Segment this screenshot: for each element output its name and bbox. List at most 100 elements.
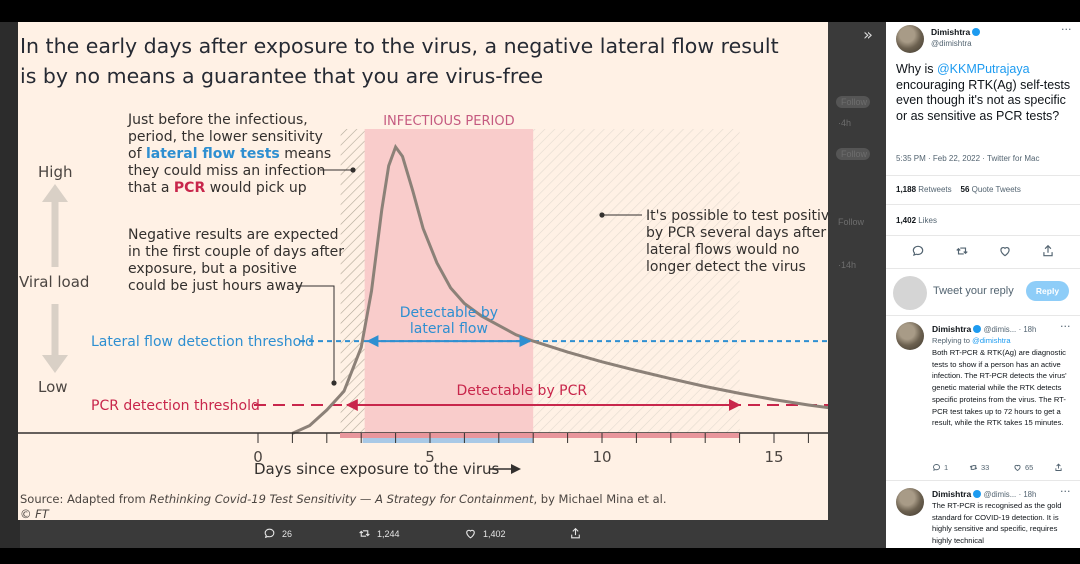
retweet-icon xyxy=(359,530,370,537)
pcr-threshold-label: PCR detection threshold xyxy=(91,398,260,414)
avatar[interactable] xyxy=(896,25,924,53)
verified-icon xyxy=(973,490,982,498)
backdrop-follow-button xyxy=(836,148,870,160)
x-axis-arrow xyxy=(489,464,521,474)
retweet-icon xyxy=(969,465,978,470)
heart-icon xyxy=(1014,464,1021,472)
annotation-2-leader xyxy=(296,285,337,386)
replying-to: Replying to @dimishtra xyxy=(932,336,1011,345)
reply-count: 26 xyxy=(282,528,293,539)
retweet-quote-stats: 1,188 Retweets 56 Quote Tweets xyxy=(896,185,1021,194)
bottom-black-bar xyxy=(0,548,1080,564)
annotation-2-line-2: in the first couple of days after xyxy=(128,244,344,260)
quotes-stat[interactable]: 56 Quote Tweets xyxy=(960,185,1021,194)
reply-text: Both RT-PCR & RTK(Ag) are diagnostic tes… xyxy=(932,348,1067,428)
backdrop-text: Follow xyxy=(841,149,868,159)
annotation-2-line-3: exposure, but a positive xyxy=(128,261,297,277)
more-options-icon[interactable]: ··· xyxy=(1060,320,1071,333)
avatar[interactable] xyxy=(896,488,924,516)
retweet-action[interactable]: 1,244 xyxy=(358,527,400,540)
reply-input[interactable]: Tweet your reply xyxy=(933,285,1014,297)
share-action[interactable] xyxy=(569,527,582,540)
annotation-3-leader xyxy=(599,212,642,218)
annotation-1-line-4: they could miss an infection xyxy=(128,163,325,179)
share-icon[interactable] xyxy=(1041,244,1055,258)
pcr-detectable-bar xyxy=(340,433,740,438)
retweets-stat[interactable]: 1,188 Retweets xyxy=(896,185,952,194)
pcr-highlight: PCR xyxy=(174,180,206,196)
annotation-3-line-2: by PCR several days after xyxy=(646,225,826,241)
divider xyxy=(886,315,1080,316)
reply-icon[interactable] xyxy=(911,244,925,258)
retweet-icon[interactable] xyxy=(955,244,969,258)
backdrop-follow-button xyxy=(836,96,870,108)
reply-reply-stat[interactable]: 1 xyxy=(932,463,948,472)
heart-icon[interactable] xyxy=(998,244,1012,258)
pcr-detectable-label: Detectable by PCR xyxy=(456,383,587,399)
viewer-backdrop xyxy=(0,22,20,548)
viral-load-curve xyxy=(291,143,830,435)
chart-image[interactable]: In the early days after exposure to the … xyxy=(18,22,844,521)
divider xyxy=(886,235,1080,236)
top-black-bar xyxy=(0,0,1080,22)
media-viewer: Follow Follow ·4h Follow ·14h In the ear… xyxy=(0,22,886,548)
annotation-1-line-1: Just before the infectious, xyxy=(127,112,308,128)
viral-load-chart: In the early days after exposure to the … xyxy=(18,34,844,521)
lateral-flow-detectable-bar xyxy=(362,438,534,443)
divider xyxy=(886,480,1080,481)
author-handle[interactable]: @dimishtra xyxy=(931,39,972,48)
reply-author[interactable]: Dimishtra @dimis... · 18h xyxy=(932,324,1037,334)
author-name[interactable]: Dimishtra xyxy=(931,27,981,37)
media-actions-bar: 26 1,244 1,402 xyxy=(0,525,886,545)
more-options-icon[interactable]: ··· xyxy=(1060,485,1071,498)
y-low-label: Low xyxy=(38,378,68,396)
likes-stat[interactable]: 1,402 Likes xyxy=(896,216,937,225)
x-axis-label: Days since exposure to the virus xyxy=(254,460,500,478)
reply-avatar xyxy=(893,276,927,310)
reply-button[interactable]: Reply xyxy=(1026,281,1069,301)
reply-action[interactable]: 26 xyxy=(263,527,292,540)
like-action[interactable]: 1,402 xyxy=(464,527,506,540)
reply-icon xyxy=(933,464,940,471)
x-tick-label: 0 xyxy=(253,448,263,466)
mention-link[interactable]: @dimishtra xyxy=(972,336,1011,345)
x-tick-label: 5 xyxy=(425,448,435,466)
viral-load-axis-arrow xyxy=(42,184,68,373)
backdrop-text: ·4h xyxy=(838,118,852,128)
annotation-1-line-2: period, the lower sensitivity xyxy=(128,129,323,145)
reply-icon xyxy=(264,528,275,539)
collapse-panel-button[interactable]: » xyxy=(855,24,881,46)
tweet-action-icons xyxy=(886,244,1080,260)
reply-text: The RT-PCR is recognised as the gold sta… xyxy=(932,501,1062,546)
more-options-icon[interactable]: ··· xyxy=(1061,23,1072,36)
annotation-3-line-3: lateral flows would no xyxy=(646,242,799,258)
heart-icon xyxy=(466,529,475,539)
lateral-flow-threshold-label: Lateral flow detection threshold xyxy=(91,334,314,350)
retweet-count: 1,244 xyxy=(377,528,400,539)
lateral-flow-detectable-label-2: lateral flow xyxy=(410,321,488,337)
avatar[interactable] xyxy=(896,322,924,350)
tweet-text: Why is @KKMPutrajaya encouraging RTK(Ag)… xyxy=(896,62,1071,123)
double-chevron-right-icon: » xyxy=(863,25,873,44)
annotation-1-line-5: that a PCR would pick up xyxy=(128,180,307,196)
lateral-flow-detectable-label-1: Detectable by xyxy=(400,305,498,321)
backdrop-text: Follow xyxy=(838,217,865,227)
annotation-3-line-4: longer detect the virus xyxy=(646,259,806,275)
tweet-panel: Dimishtra @dimishtra ··· Why is @KKMPutr… xyxy=(886,22,1080,548)
hatch-region-post-infectious xyxy=(533,129,740,435)
chart-title-line-2: is by no means a guarantee that you are … xyxy=(20,64,543,88)
chart-copyright: © FT xyxy=(20,507,50,520)
reply-author[interactable]: Dimishtra @dimis... · 18h xyxy=(932,489,1037,499)
tweet-timestamp[interactable]: 5:35 PM · Feb 22, 2022 · Twitter for Mac xyxy=(896,154,1040,163)
reply-retweet-stat[interactable]: 33 xyxy=(969,463,989,472)
annotation-2-line-4: could be just hours away xyxy=(128,278,303,294)
y-high-label: High xyxy=(38,163,72,181)
divider xyxy=(886,204,1080,205)
backdrop-text: ·14h xyxy=(838,260,857,270)
reply-like-stat[interactable]: 65 xyxy=(1013,463,1033,472)
verified-icon xyxy=(972,28,981,36)
mention-link[interactable]: @KKMPutrajaya xyxy=(936,62,1030,76)
annotation-3-line-1: It's possible to test positive xyxy=(646,208,828,224)
reply-share-stat[interactable] xyxy=(1054,463,1063,472)
annotation-1-line-3: of lateral flow tests means xyxy=(128,146,331,162)
